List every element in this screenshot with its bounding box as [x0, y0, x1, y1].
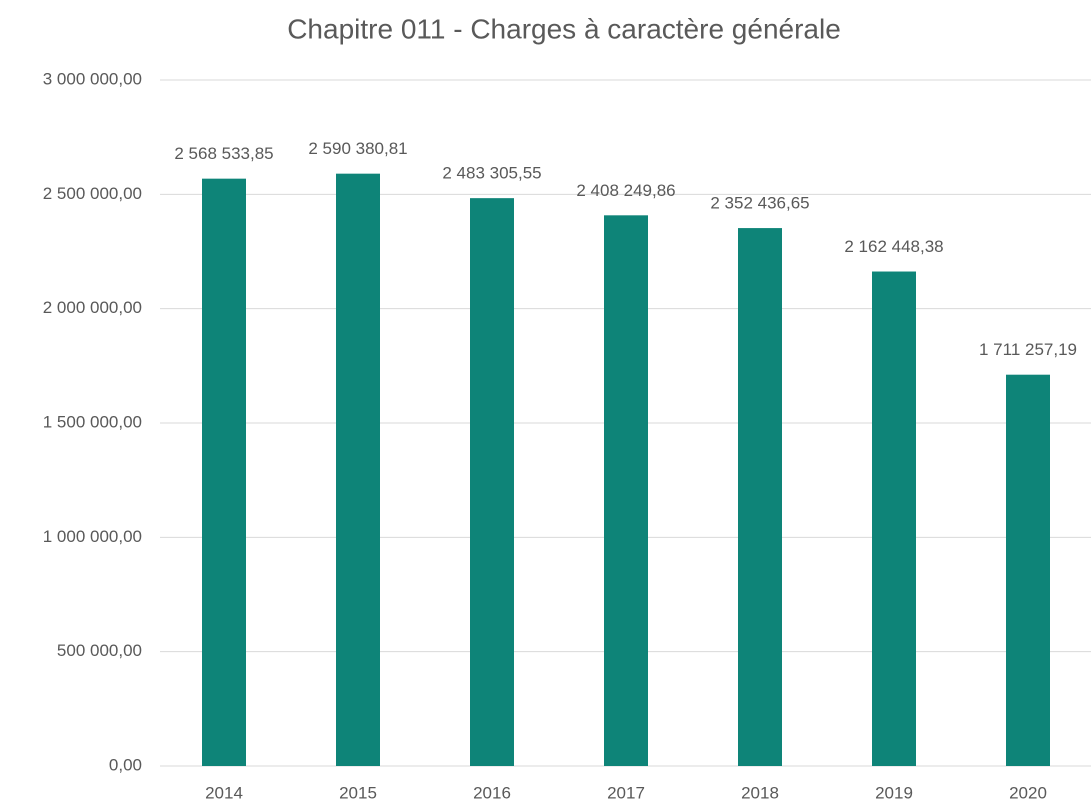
y-tick-label: 500 000,00 [57, 641, 142, 660]
x-tick-label: 2020 [1009, 783, 1047, 802]
data-label: 1 711 257,19 [979, 340, 1077, 359]
data-label: 2 483 305,55 [442, 164, 541, 183]
bar [872, 271, 916, 766]
bar [470, 198, 514, 766]
data-label: 2 408 249,86 [576, 181, 675, 200]
bar [1006, 374, 1050, 766]
data-label: 2 590 380,81 [308, 139, 407, 158]
x-tick-label: 2019 [875, 783, 913, 802]
y-tick-label: 2 000 000,00 [43, 298, 142, 317]
data-label: 2 568 533,85 [174, 144, 273, 163]
data-label: 2 352 436,65 [710, 194, 809, 213]
bar [202, 178, 246, 766]
y-tick-label: 3 000 000,00 [43, 69, 142, 88]
bar [604, 215, 648, 766]
bar [738, 228, 782, 766]
y-tick-label: 1 000 000,00 [43, 527, 142, 546]
x-tick-label: 2014 [205, 783, 243, 802]
x-tick-label: 2018 [741, 783, 779, 802]
data-label: 2 162 448,38 [844, 237, 943, 256]
x-tick-label: 2015 [339, 783, 377, 802]
y-tick-label: 2 500 000,00 [43, 184, 142, 203]
x-tick-label: 2017 [607, 783, 645, 802]
x-tick-label: 2016 [473, 783, 511, 802]
chart-title: Chapitre 011 - Charges à caractère génér… [287, 13, 841, 44]
y-tick-label: 1 500 000,00 [43, 412, 142, 431]
bar [336, 173, 380, 766]
y-tick-label: 0,00 [109, 755, 142, 774]
